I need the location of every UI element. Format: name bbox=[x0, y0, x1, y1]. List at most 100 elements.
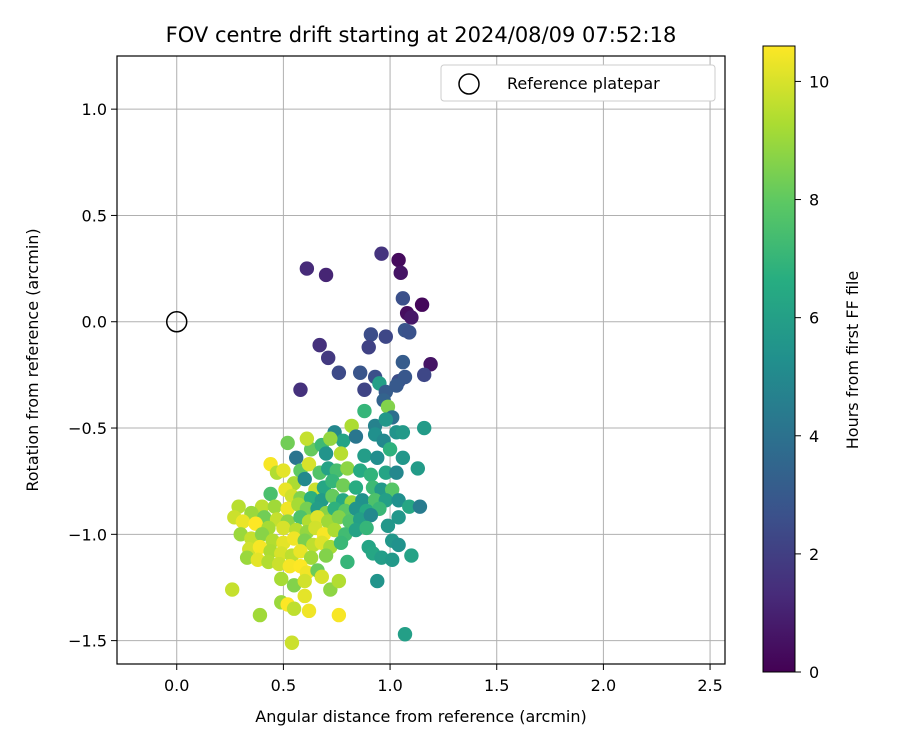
data-point bbox=[417, 367, 432, 383]
data-point bbox=[374, 550, 389, 565]
data-point bbox=[417, 420, 432, 436]
x-tick-label: 0.5 bbox=[271, 676, 296, 695]
colorbar: 0 2 4 6 8 10 Hours from first FF file bbox=[762, 45, 862, 682]
data-point bbox=[297, 471, 312, 487]
data-point bbox=[274, 571, 289, 587]
data-point bbox=[318, 446, 334, 461]
data-point bbox=[301, 456, 317, 472]
data-point bbox=[301, 603, 317, 619]
x-axis-label: Angular distance from reference (arcmin) bbox=[255, 707, 586, 726]
y-tick-label: 0.5 bbox=[82, 206, 107, 225]
data-point bbox=[323, 431, 338, 446]
data-point bbox=[380, 518, 396, 534]
data-point bbox=[359, 520, 374, 536]
data-point bbox=[299, 431, 315, 446]
data-point bbox=[391, 510, 406, 525]
data-point bbox=[252, 607, 268, 623]
colorbar-tick-label: 10 bbox=[809, 72, 829, 91]
data-point bbox=[293, 382, 308, 397]
data-point bbox=[331, 607, 347, 623]
data-point bbox=[378, 329, 393, 344]
data-point bbox=[382, 442, 398, 457]
legend-box bbox=[440, 64, 716, 102]
data-point bbox=[286, 531, 302, 546]
data-point bbox=[303, 550, 319, 565]
colorbar-tick-label: 6 bbox=[809, 309, 819, 328]
data-point bbox=[414, 297, 430, 312]
data-point bbox=[363, 327, 379, 342]
y-tick-label: 0.0 bbox=[82, 313, 107, 332]
x-tick-label: 0.0 bbox=[164, 676, 189, 695]
data-point bbox=[370, 573, 385, 589]
data-point bbox=[363, 467, 379, 482]
data-point bbox=[282, 559, 297, 574]
data-point bbox=[335, 478, 351, 493]
data-point bbox=[340, 554, 355, 570]
data-point bbox=[348, 429, 364, 444]
data-point bbox=[361, 340, 376, 355]
data-point bbox=[239, 550, 255, 565]
colorbar-bar bbox=[762, 45, 796, 673]
y-axis-ticks: −1.5 −1.0 −0.5 0.0 0.5 1.0 bbox=[68, 100, 117, 651]
y-tick-label: −1.0 bbox=[68, 525, 107, 544]
x-tick-label: 2.5 bbox=[697, 676, 722, 695]
data-point bbox=[331, 573, 347, 589]
legend-marker bbox=[458, 73, 480, 95]
data-point bbox=[357, 382, 372, 397]
data-point bbox=[374, 246, 389, 261]
y-tick-label: 1.0 bbox=[82, 100, 107, 119]
data-point bbox=[395, 425, 411, 440]
data-point bbox=[393, 265, 408, 281]
data-point bbox=[312, 337, 327, 353]
data-point bbox=[340, 461, 355, 476]
colorbar-ticks: 0 2 4 6 8 10 bbox=[795, 72, 829, 682]
data-point bbox=[404, 548, 419, 563]
data-point bbox=[297, 588, 312, 604]
data-point bbox=[333, 535, 349, 551]
chart-title: FOV centre drift starting at 2024/08/09 … bbox=[166, 23, 677, 47]
x-tick-label: 1.5 bbox=[484, 676, 509, 695]
y-tick-label: −0.5 bbox=[68, 419, 107, 438]
data-point bbox=[412, 499, 428, 514]
data-point bbox=[410, 461, 425, 476]
data-point bbox=[378, 465, 393, 480]
data-point bbox=[267, 499, 283, 514]
data-point bbox=[404, 310, 419, 325]
reference-marker bbox=[165, 310, 188, 333]
data-point bbox=[395, 450, 411, 465]
data-point bbox=[395, 354, 411, 370]
data-point bbox=[318, 267, 334, 283]
data-point bbox=[286, 601, 302, 616]
data-point bbox=[370, 450, 385, 465]
data-point bbox=[357, 448, 372, 463]
data-point bbox=[314, 569, 329, 585]
y-axis-label: Rotation from reference (arcmin) bbox=[23, 228, 42, 491]
data-point bbox=[254, 527, 270, 542]
data-point bbox=[271, 556, 287, 572]
data-point bbox=[289, 450, 304, 465]
colorbar-tick-label: 2 bbox=[809, 545, 819, 564]
data-point bbox=[333, 446, 349, 461]
data-point bbox=[391, 493, 406, 508]
data-point bbox=[389, 465, 404, 480]
data-point bbox=[391, 537, 406, 553]
data-point bbox=[280, 435, 295, 451]
data-point bbox=[235, 514, 251, 529]
data-point bbox=[363, 507, 379, 523]
legend-label-reference-platepar: Reference platepar bbox=[507, 74, 660, 93]
colorbar-tick-label: 8 bbox=[809, 191, 819, 210]
x-tick-label: 2.0 bbox=[591, 676, 616, 695]
plot-area bbox=[116, 55, 726, 665]
data-point bbox=[276, 520, 291, 536]
data-point bbox=[261, 554, 276, 570]
x-axis-ticks: 0.0 0.5 1.0 1.5 2.0 2.5 bbox=[164, 664, 723, 695]
data-point bbox=[318, 548, 334, 563]
data-point bbox=[389, 378, 404, 393]
data-point bbox=[397, 627, 413, 642]
data-point bbox=[263, 486, 278, 502]
data-point bbox=[402, 499, 417, 514]
data-point bbox=[353, 365, 368, 380]
colorbar-tick-label: 4 bbox=[809, 427, 819, 446]
data-point bbox=[284, 635, 300, 650]
